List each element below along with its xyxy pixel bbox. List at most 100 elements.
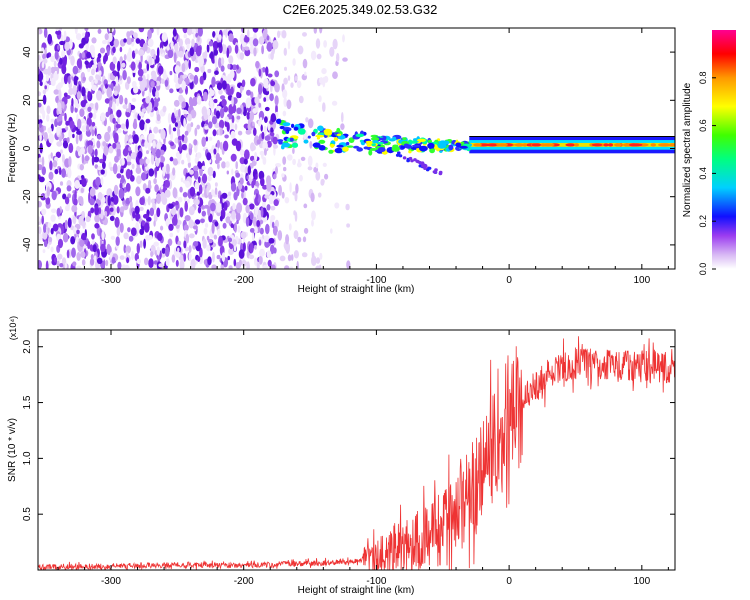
heatmap-cell xyxy=(70,55,75,66)
heatmap-cell xyxy=(290,254,294,261)
signal-blob xyxy=(371,136,380,141)
heatmap-cell xyxy=(270,51,274,60)
heatmap-cell xyxy=(200,218,205,224)
snr-x-tick-label: 100 xyxy=(633,576,650,587)
heatmap-cell xyxy=(135,38,141,44)
heatmap-cell xyxy=(155,158,160,167)
heatmap-cell xyxy=(240,242,244,252)
signal-blob xyxy=(282,127,292,132)
heatmap-cell xyxy=(221,252,226,263)
snr-series-line xyxy=(38,336,675,570)
heatmap-cell xyxy=(126,161,132,166)
signal-peak xyxy=(565,143,576,147)
heatmap-cell xyxy=(208,40,214,47)
heatmap-cell xyxy=(252,38,259,47)
colorbar-tick-label: 0.8 xyxy=(698,72,708,85)
heatmap-cell xyxy=(208,136,213,141)
heatmap-cell xyxy=(43,125,46,131)
heatmap-cell xyxy=(62,140,69,149)
signal-blob xyxy=(289,137,294,142)
signal-tail-blob xyxy=(398,154,403,158)
heatmap-cell xyxy=(139,112,144,117)
heatmap-cell xyxy=(45,197,51,205)
heatmap-cell xyxy=(161,196,168,205)
heatmap-cell xyxy=(209,97,214,109)
signal-tail-blob xyxy=(418,164,423,168)
heatmap-cell xyxy=(41,193,44,199)
heatmap-cell xyxy=(181,62,186,73)
signal-blob xyxy=(345,141,350,146)
heatmap-cell xyxy=(211,116,217,125)
heatmap-cell xyxy=(281,191,285,199)
heatmap-cell xyxy=(130,61,136,71)
signal-blob xyxy=(337,133,342,137)
heatmap-cell xyxy=(38,216,41,222)
heatmap-cell xyxy=(106,188,113,198)
heatmap-cell xyxy=(189,169,194,175)
heatmap-cell xyxy=(184,246,189,252)
heatmap-cell xyxy=(277,230,283,241)
heatmap-cell xyxy=(61,49,66,58)
heatmap-cell xyxy=(77,118,82,130)
heatmap-cell xyxy=(157,65,164,75)
heatmap-cell xyxy=(139,119,146,131)
heatmap-cell xyxy=(252,121,255,127)
heatmap-cell xyxy=(261,67,266,73)
heatmap-cell xyxy=(38,260,42,269)
heatmap-cell xyxy=(212,170,216,179)
heatmap-cell xyxy=(57,82,63,89)
signal-blob xyxy=(368,149,373,156)
spectrogram-y-label: Frequency (Hz) xyxy=(7,114,18,183)
heatmap-cell xyxy=(123,38,127,43)
heatmap-cell xyxy=(262,184,268,190)
heatmap-cell xyxy=(116,206,120,214)
heatmap-cell xyxy=(60,128,67,133)
heatmap-cell xyxy=(175,251,181,258)
heatmap-cell xyxy=(268,237,275,244)
heatmap-cell xyxy=(66,137,70,143)
heatmap-cell xyxy=(293,210,296,216)
heatmap-cell xyxy=(194,156,199,165)
heatmap-cell xyxy=(104,33,109,41)
heatmap-cell xyxy=(231,168,234,176)
heatmap-cell xyxy=(124,97,128,104)
heatmap-cell xyxy=(80,118,86,124)
heatmap-cell xyxy=(119,206,125,213)
heatmap-cell xyxy=(283,77,288,85)
heatmap-cell xyxy=(137,68,144,77)
heatmap-cell xyxy=(330,228,333,234)
heatmap-cell xyxy=(287,254,292,262)
heatmap-cell xyxy=(316,53,322,60)
signal-blob xyxy=(336,144,344,148)
signal-blob xyxy=(318,139,326,144)
heatmap-cell xyxy=(260,207,264,218)
heatmap-cell xyxy=(114,155,119,163)
heatmap-cell xyxy=(109,215,115,222)
heatmap-cell xyxy=(81,86,86,97)
heatmap-cell xyxy=(70,103,74,114)
heatmap-cell xyxy=(148,258,154,269)
heatmap-cell xyxy=(304,71,307,76)
heatmap-cell xyxy=(148,235,153,240)
heatmap-cell xyxy=(57,223,63,228)
heatmap-cell xyxy=(275,111,279,118)
heatmap-cell xyxy=(187,198,190,204)
heatmap-cell xyxy=(267,259,272,267)
heatmap-cell xyxy=(346,260,351,269)
heatmap-cell xyxy=(55,30,62,35)
heatmap-cell xyxy=(221,192,228,199)
heatmap-cell xyxy=(125,168,131,180)
heatmap-cell xyxy=(177,247,180,252)
heatmap-cell xyxy=(245,216,250,227)
heatmap-cell xyxy=(59,57,63,65)
snr-y-tick-label: 1.5 xyxy=(22,395,33,409)
heatmap-cell xyxy=(61,64,67,75)
heatmap-cell xyxy=(255,193,259,200)
heatmap-cell xyxy=(155,148,161,159)
heatmap-cell xyxy=(231,115,235,124)
heatmap-cell xyxy=(175,200,179,206)
heatmap-cell xyxy=(131,97,137,103)
heatmap-cell xyxy=(179,259,185,269)
heatmap-cell xyxy=(169,70,173,76)
heatmap-cell xyxy=(220,95,226,100)
